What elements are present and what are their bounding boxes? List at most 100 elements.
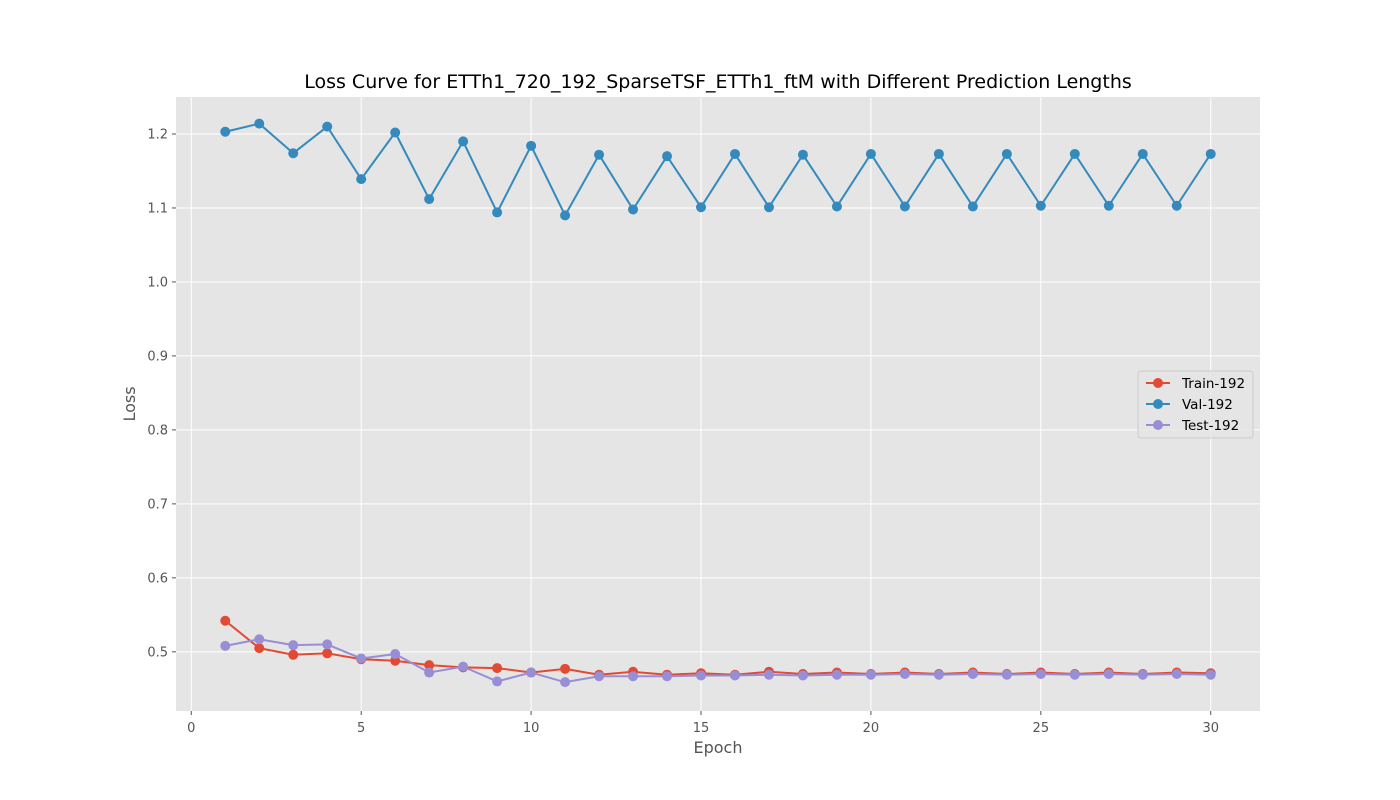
data-point-test-192 xyxy=(797,670,808,681)
legend-item-train-192: Train-192 xyxy=(1146,376,1245,392)
data-point-test-192 xyxy=(967,669,978,680)
legend-marker-icon xyxy=(1153,420,1163,430)
data-point-test-192 xyxy=(492,676,503,687)
data-point-test-192 xyxy=(729,670,740,681)
data-point-val-192 xyxy=(492,207,503,218)
data-point-val-192 xyxy=(899,201,910,212)
data-point-test-192 xyxy=(628,671,639,682)
y-tick-label: 0.6 xyxy=(147,571,168,586)
data-point-train-192 xyxy=(220,615,231,626)
data-point-val-192 xyxy=(729,148,740,159)
x-tick-label: 10 xyxy=(523,721,540,736)
data-point-test-192 xyxy=(1069,669,1080,680)
data-point-test-192 xyxy=(933,669,944,680)
y-tick-label: 0.8 xyxy=(147,423,168,438)
y-tick-label: 1.1 xyxy=(147,201,168,216)
data-point-test-192 xyxy=(1001,669,1012,680)
data-point-test-192 xyxy=(1171,669,1182,680)
legend-label: Test-192 xyxy=(1181,418,1239,434)
data-point-val-192 xyxy=(763,202,774,213)
x-tick-label: 5 xyxy=(357,721,365,736)
x-tick-label: 20 xyxy=(863,721,880,736)
data-point-val-192 xyxy=(696,202,707,213)
series-val-192 xyxy=(220,118,1216,221)
data-point-val-192 xyxy=(220,126,231,137)
series-line-val-192 xyxy=(225,122,1212,217)
legend: Train-192 Val-192 Test-192 xyxy=(1137,370,1254,439)
data-point-train-192 xyxy=(492,663,503,674)
data-point-val-192 xyxy=(662,151,673,162)
x-axis-label: Epoch xyxy=(694,738,743,757)
data-point-test-192 xyxy=(458,661,469,672)
data-point-val-192 xyxy=(560,210,571,221)
data-point-val-192 xyxy=(1103,200,1114,211)
data-point-val-192 xyxy=(1171,200,1182,211)
data-point-val-192 xyxy=(1205,148,1216,159)
data-point-test-192 xyxy=(831,669,842,680)
y-tick-label: 0.7 xyxy=(147,497,168,512)
data-point-test-192 xyxy=(899,669,910,680)
x-tick-label: 15 xyxy=(693,721,710,736)
data-point-test-192 xyxy=(424,667,435,678)
data-point-val-192 xyxy=(831,201,842,212)
data-point-train-192 xyxy=(322,648,333,659)
data-point-test-192 xyxy=(356,653,367,664)
legend-label: Train-192 xyxy=(1181,376,1245,392)
data-point-test-192 xyxy=(662,671,673,682)
data-point-test-192 xyxy=(254,634,265,645)
data-point-train-192 xyxy=(560,663,571,674)
data-point-val-192 xyxy=(865,148,876,159)
y-tick-label: 0.9 xyxy=(147,349,168,364)
y-tick-label: 0.5 xyxy=(147,645,168,660)
legend-box xyxy=(1137,370,1254,439)
data-point-test-192 xyxy=(288,640,299,651)
data-point-val-192 xyxy=(526,140,537,151)
data-point-test-192 xyxy=(560,677,571,688)
data-point-val-192 xyxy=(797,149,808,160)
data-point-train-192 xyxy=(254,643,265,654)
axis-ticks: 0 5 10 15 20 25 30 0.5 0.6 0.7 0.8 0.9 1.0 1.1 1.2 xyxy=(147,127,1219,736)
x-tick-label: 30 xyxy=(1202,721,1219,736)
data-point-val-192 xyxy=(288,148,299,159)
x-tick-label: 25 xyxy=(1033,721,1050,736)
data-point-val-192 xyxy=(322,121,333,132)
data-point-test-192 xyxy=(526,667,537,678)
series-line-train-192 xyxy=(224,619,1211,676)
data-point-test-192 xyxy=(1035,669,1046,680)
data-point-val-192 xyxy=(1069,148,1080,159)
data-point-val-192 xyxy=(1137,148,1148,159)
data-point-test-192 xyxy=(763,669,774,680)
legend-item-test-192: Test-192 xyxy=(1146,418,1239,434)
y-tick-label: 1.2 xyxy=(147,127,168,142)
series-test-192 xyxy=(220,634,1216,688)
data-point-train-192 xyxy=(288,649,299,660)
legend-marker-icon xyxy=(1153,378,1163,388)
data-point-val-192 xyxy=(1001,148,1012,159)
data-point-test-192 xyxy=(1205,669,1216,680)
data-point-train-192 xyxy=(424,660,435,671)
legend-marker-icon xyxy=(1153,399,1163,409)
data-point-val-192 xyxy=(1035,200,1046,211)
legend-label: Val-192 xyxy=(1182,397,1233,413)
y-axis-label: Loss xyxy=(120,386,139,421)
data-point-val-192 xyxy=(424,194,435,205)
series-line-test-192 xyxy=(225,638,1211,684)
data-point-val-192 xyxy=(967,201,978,212)
plot-area xyxy=(176,97,1260,711)
data-point-val-192 xyxy=(458,136,469,147)
data-point-test-192 xyxy=(696,670,707,681)
data-point-val-192 xyxy=(933,148,944,159)
data-point-test-192 xyxy=(390,649,401,660)
data-point-val-192 xyxy=(594,149,605,160)
chart-title: Loss Curve for ETTh1_720_192_SparseTSF_E… xyxy=(304,71,1132,93)
data-point-val-192 xyxy=(254,118,265,129)
legend-item-val-192: Val-192 xyxy=(1146,397,1233,413)
y-tick-label: 1.0 xyxy=(147,275,168,290)
data-point-val-192 xyxy=(356,174,367,185)
series-layer xyxy=(220,118,1216,688)
data-point-test-192 xyxy=(865,669,876,680)
data-point-test-192 xyxy=(1137,669,1148,680)
data-point-test-192 xyxy=(220,640,231,651)
